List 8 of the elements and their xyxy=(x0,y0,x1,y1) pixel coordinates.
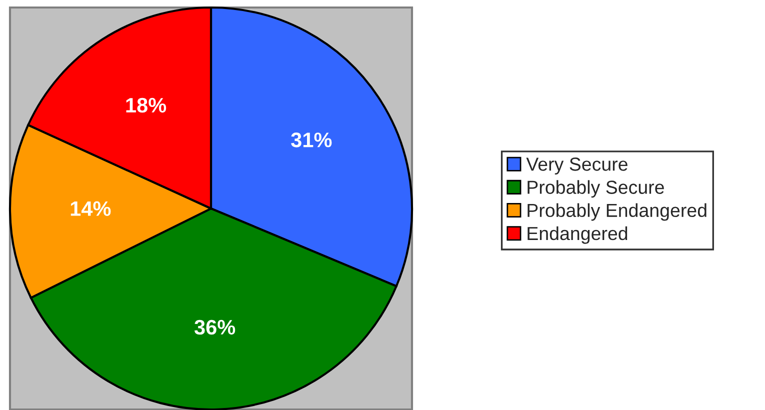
legend-label: Probably Endangered xyxy=(528,203,706,221)
legend-label: Very Secure xyxy=(526,158,628,175)
data-label: 18% xyxy=(126,98,166,113)
legend-label: Probably Secure xyxy=(528,180,664,198)
legend-label: Endangered xyxy=(528,226,628,244)
data-label: 36% xyxy=(194,320,236,335)
data-label: 31% xyxy=(291,132,332,148)
data-label: 14% xyxy=(70,201,111,216)
